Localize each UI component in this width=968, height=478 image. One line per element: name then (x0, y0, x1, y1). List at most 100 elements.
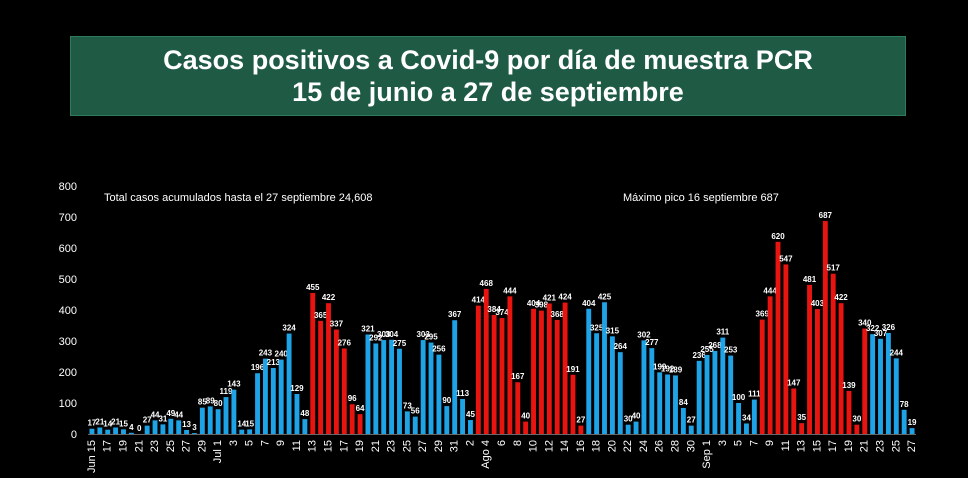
bar (570, 374, 576, 434)
data-label: 64 (356, 404, 365, 413)
bar (270, 367, 276, 434)
x-tick-label: 13 (307, 440, 319, 452)
x-tick-label: 31 (449, 440, 461, 452)
data-label: 14 (237, 420, 246, 429)
data-label: 27 (687, 416, 696, 425)
bar (373, 343, 379, 434)
data-label: 19 (908, 418, 917, 427)
data-label: 365 (314, 311, 328, 320)
x-tick-label: 2 (464, 440, 476, 446)
data-label: 264 (614, 342, 628, 351)
data-label: 49 (166, 409, 175, 418)
y-tick-label: 500 (59, 274, 77, 286)
data-label: 113 (456, 389, 469, 398)
x-tick-label: 15 (323, 440, 335, 452)
x-tick-label: 21 (133, 440, 145, 452)
data-label: 3 (192, 423, 197, 432)
bar (854, 424, 860, 434)
data-label: 244 (890, 348, 904, 357)
bar (649, 348, 655, 434)
data-label: 369 (756, 310, 770, 319)
bar (404, 411, 410, 434)
data-label: 45 (466, 410, 475, 419)
bar (310, 292, 316, 434)
bar (192, 433, 197, 434)
data-label: 111 (748, 390, 761, 399)
bar (262, 358, 268, 434)
data-label: 620 (771, 232, 785, 241)
data-label: 73 (403, 401, 412, 410)
bar (412, 416, 418, 434)
data-label: 275 (393, 339, 407, 348)
data-label: 687 (819, 211, 833, 220)
bar (113, 427, 119, 434)
data-label: 422 (834, 293, 848, 302)
bar (199, 407, 205, 434)
bar (822, 221, 828, 434)
data-label: 27 (143, 416, 152, 425)
bar (523, 421, 529, 434)
bar (176, 420, 182, 434)
x-tick-label: 7 (259, 440, 271, 446)
data-label: 167 (511, 372, 525, 381)
data-label: 384 (487, 305, 501, 314)
data-label: 40 (632, 412, 641, 421)
bar (531, 308, 536, 434)
bar (696, 360, 702, 434)
bar (878, 338, 883, 434)
bar (775, 241, 781, 434)
x-tick-label: Ago 4 (480, 440, 492, 469)
bar (538, 310, 544, 434)
data-label: 292 (369, 333, 383, 342)
data-label: 236 (692, 351, 706, 360)
bar (736, 403, 742, 434)
bar (830, 273, 836, 434)
bar (909, 428, 915, 434)
x-tick-label: 3 (228, 440, 240, 446)
x-tick-label: 20 (606, 440, 618, 452)
bar (381, 340, 387, 434)
x-tick-label: 21 (370, 440, 382, 452)
bar (751, 399, 757, 434)
bar (302, 419, 308, 434)
data-label: 340 (858, 319, 872, 328)
x-tick-label: Jul 1 (212, 440, 224, 463)
x-tick-label: 29 (433, 440, 445, 452)
data-label: 481 (803, 275, 817, 284)
bar (420, 340, 426, 434)
bar (807, 284, 812, 434)
bar (128, 432, 134, 434)
x-tick-label: 17 (102, 440, 114, 452)
x-tick-label: 27 (181, 440, 193, 452)
x-tick-label: 28 (669, 440, 681, 452)
bar (247, 429, 253, 434)
bar (901, 409, 907, 434)
x-tick-label: 27 (417, 440, 429, 452)
data-label: 14 (103, 420, 112, 429)
x-tick-label: 22 (622, 440, 634, 452)
bar (160, 424, 166, 434)
bar (586, 308, 592, 434)
data-label: 0 (137, 424, 142, 433)
x-tick-label: 19 (354, 440, 366, 452)
bar (460, 398, 466, 434)
x-tick-label: 17 (338, 440, 350, 452)
data-label: 326 (882, 323, 896, 332)
y-tick-label: 400 (59, 305, 77, 317)
x-tick-label: 8 (512, 440, 524, 446)
peak-annotation: Máximo pico 16 septiembre 687 (623, 192, 779, 204)
data-label: 398 (535, 301, 549, 310)
bar (231, 389, 237, 434)
data-label: 468 (480, 279, 494, 288)
data-label: 147 (787, 378, 801, 387)
bar (215, 409, 221, 434)
bar (483, 288, 489, 434)
data-label: 243 (259, 349, 273, 358)
data-label: 322 (866, 324, 880, 333)
data-label: 324 (282, 324, 296, 333)
x-tick-label: 10 (528, 440, 540, 452)
x-tick-label: 23 (875, 440, 887, 452)
x-tick-label: 25 (401, 440, 413, 452)
x-tick-label: 9 (764, 440, 776, 446)
